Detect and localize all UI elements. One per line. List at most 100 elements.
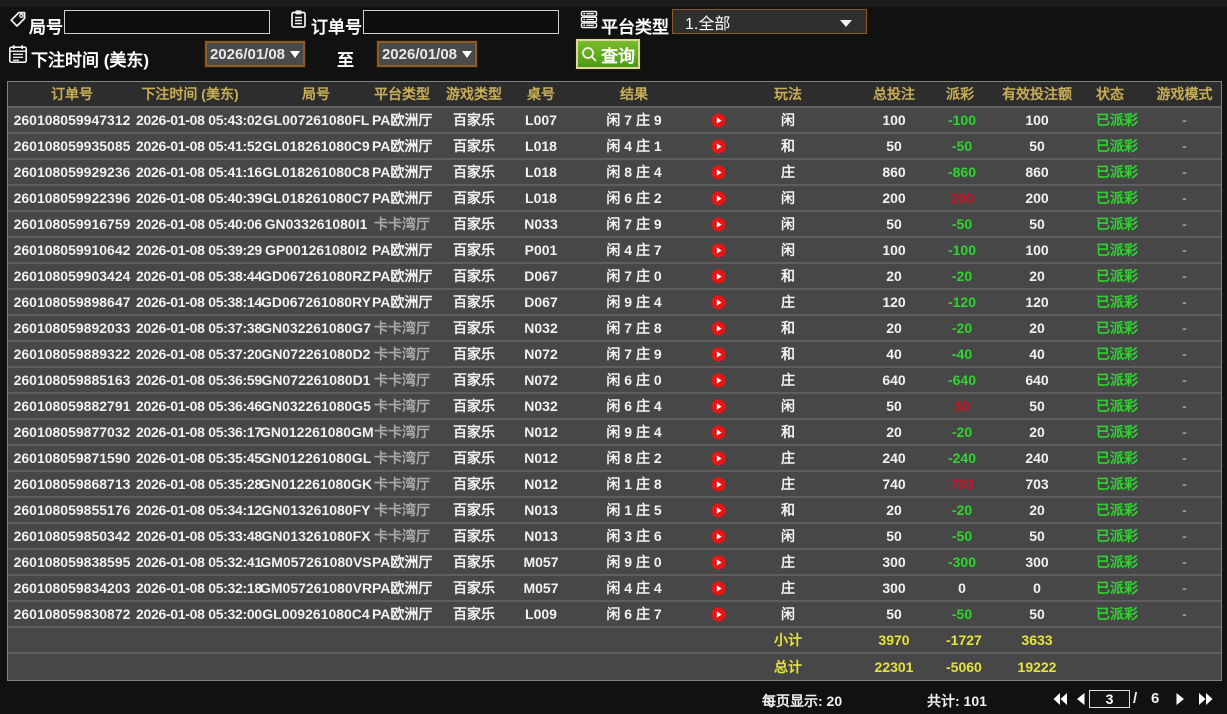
column-header-12: 状态 [1096, 82, 1124, 108]
cell-order: 260108059922396 [8, 186, 136, 212]
cell-valid: 120 [978, 290, 1096, 316]
subtotal-empty-cell [432, 628, 516, 654]
play-video-icon[interactable] [711, 191, 726, 206]
total-count-text: 共计: 101 [927, 693, 987, 709]
page-number-input[interactable] [1089, 690, 1130, 708]
cell-time: 2026-01-08 05:32:00 [136, 602, 262, 628]
cell-platform: PA欧洲厅 [372, 290, 432, 316]
last-page-button[interactable] [1198, 692, 1214, 711]
round-icon [9, 10, 27, 28]
cell-result: 闲 7 庄 8 [566, 316, 702, 342]
subtotal-payout: -1727 [946, 628, 982, 654]
play-video-cell [702, 576, 734, 602]
play-video-icon[interactable] [711, 217, 726, 232]
grand_total-valid: 19222 [978, 654, 1096, 680]
cell-time: 2026-01-08 05:41:52 [136, 134, 262, 160]
first-page-icon [1053, 693, 1067, 705]
cell-round: GN012261080GM [260, 420, 374, 446]
cell-result: 闲 9 庄 4 [566, 290, 702, 316]
cell-platform: PA欧洲厅 [372, 264, 432, 290]
cell-game: 百家乐 [432, 602, 516, 628]
cell-payout: -50 [946, 602, 978, 628]
cell-order: 260108059929236 [8, 160, 136, 186]
cell-game: 百家乐 [432, 108, 516, 134]
first-page-button[interactable] [1052, 692, 1068, 711]
next-page-button[interactable] [1176, 692, 1185, 711]
cell-payout: -50 [946, 134, 978, 160]
cell-payout: -20 [946, 316, 978, 342]
play-video-icon[interactable] [711, 373, 726, 388]
cell-status: 已派彩 [1096, 498, 1138, 524]
cell-table: L007 [516, 108, 566, 134]
cell-table: N012 [516, 472, 566, 498]
cell-bet: 闲 [734, 394, 842, 420]
per-page-text: 每页显示: 20 [762, 693, 843, 709]
cell-order: 260108059889322 [8, 342, 136, 368]
play-video-icon[interactable] [711, 139, 726, 154]
cell-valid: 640 [978, 368, 1096, 394]
platform-select[interactable]: 1.全部 [672, 9, 867, 34]
next-page-icon [1176, 693, 1184, 705]
cell-mode: - [1124, 446, 1221, 472]
grand_total-empty-cell [136, 654, 260, 680]
cell-status: 已派彩 [1096, 446, 1138, 472]
cell-total: 50 [842, 524, 946, 550]
play-video-icon[interactable] [711, 243, 726, 258]
cell-mode: - [1124, 602, 1221, 628]
play-video-icon[interactable] [711, 165, 726, 180]
cell-time: 2026-01-08 05:32:18 [136, 576, 262, 602]
cell-payout: -300 [946, 550, 978, 576]
play-video-icon[interactable] [711, 399, 726, 414]
play-video-icon[interactable] [711, 295, 726, 310]
bet-time-label: 下注时间 (美东) [31, 51, 150, 70]
cell-mode: - [1124, 108, 1221, 134]
table-row: 260108059903424 2026-01-08 05:38:44 GD0672… [8, 264, 1221, 290]
grand_total-empty-cell [566, 654, 702, 680]
cell-bet: 庄 [734, 576, 842, 602]
cell-total: 860 [842, 160, 946, 186]
play-video-icon[interactable] [711, 503, 726, 518]
table-row: 260108059898647 2026-01-08 05:38:14 GD0672… [8, 290, 1221, 316]
table-row: 260108059882791 2026-01-08 05:36:46 GN0322… [8, 394, 1221, 420]
play-video-icon[interactable] [711, 451, 726, 466]
column-header-6: 结果 [566, 82, 702, 108]
play-video-icon[interactable] [711, 477, 726, 492]
play-video-icon[interactable] [711, 113, 726, 128]
cell-time: 2026-01-08 05:36:59 [136, 368, 262, 394]
cell-mode: - [1124, 576, 1221, 602]
date-to-picker[interactable]: 2026/01/08 [376, 40, 478, 68]
play-video-icon[interactable] [711, 607, 726, 622]
cell-result: 闲 4 庄 7 [566, 238, 702, 264]
play-video-icon[interactable] [711, 581, 726, 596]
date-to-caret-icon [462, 50, 473, 58]
cell-round: GL018261080C7 [260, 186, 372, 212]
prev-page-button[interactable] [1076, 692, 1085, 711]
play-video-icon[interactable] [711, 269, 726, 284]
table-row: 260108059910642 2026-01-08 05:39:29 GP0012… [8, 238, 1221, 264]
cell-platform: PA欧洲厅 [372, 550, 432, 576]
cell-time: 2026-01-08 05:40:39 [136, 186, 262, 212]
play-video-icon[interactable] [711, 321, 726, 336]
cell-total: 240 [842, 446, 946, 472]
cell-valid: 100 [978, 238, 1096, 264]
play-video-cell [702, 420, 734, 446]
cell-time: 2026-01-08 05:39:29 [136, 238, 262, 264]
cell-table: M057 [516, 550, 566, 576]
date-from-picker[interactable]: 2026/01/08 [204, 40, 306, 68]
play-video-icon[interactable] [711, 425, 726, 440]
play-video-icon[interactable] [711, 347, 726, 362]
cell-order: 260108059882791 [8, 394, 136, 420]
round-input[interactable] [64, 10, 270, 34]
table-row: 260108059871590 2026-01-08 05:35:45 GN0122… [8, 446, 1221, 472]
play-video-icon[interactable] [711, 555, 726, 570]
cell-bet: 庄 [734, 160, 842, 186]
table-row: 260108059947312 2026-01-08 05:43:02 GL0072… [8, 108, 1221, 134]
column-header-5: 桌号 [516, 82, 566, 108]
search-button[interactable]: 查询 [575, 38, 641, 70]
column-header-4: 游戏类型 [432, 82, 516, 108]
play-video-icon[interactable] [711, 529, 726, 544]
cell-round: GD067261080RZ [260, 264, 372, 290]
cell-round: GN072261080D2 [260, 342, 372, 368]
order-input[interactable] [363, 10, 559, 34]
cell-game: 百家乐 [432, 394, 516, 420]
